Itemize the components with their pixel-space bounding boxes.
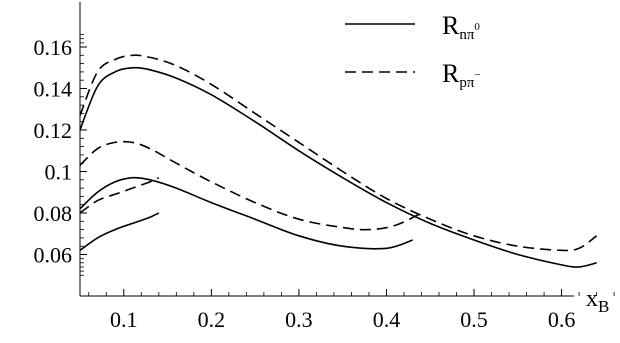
y-tick-label: 0.08 [34,201,73,226]
legend-label-1: Rnπ0 [442,11,480,43]
data-curves [79,54,598,268]
x-axis-title: xB [586,286,609,316]
x-tick-label: 0.6 [548,307,576,332]
dashed-curve-6 [79,176,160,214]
x-axis-title-sub: B [598,297,609,316]
dashed-curve-2 [79,54,598,252]
y-tick-label: 0.12 [34,118,73,143]
legend: Rnπ0 Rpπ− [345,11,481,91]
y-tick-label: 0.06 [34,243,73,268]
solid-curve-5 [79,212,160,251]
solid-curve-3 [79,176,413,250]
x-axis-ticks: 0.1 0.2 0.3 0.4 0.5 0.6 [88,289,615,332]
y-tick-label: 0.16 [34,35,73,60]
y-axis-ticks: 0.06 0.08 0.1 0.12 0.14 0.16 [34,34,87,276]
x-tick-label: 0.5 [460,307,488,332]
solid-curve-1 [79,66,597,268]
x-tick-label: 0.2 [198,307,226,332]
x-tick-label: 0.3 [285,307,313,332]
legend-label-2: Rpπ− [442,59,481,91]
x-tick-label: 0.4 [373,307,401,332]
x-axis-title-main: x [586,286,598,312]
y-tick-label: 0.1 [45,160,73,185]
dashed-curve-4 [79,140,422,231]
x-tick-label: 0.1 [110,307,138,332]
y-tick-label: 0.14 [34,77,73,102]
